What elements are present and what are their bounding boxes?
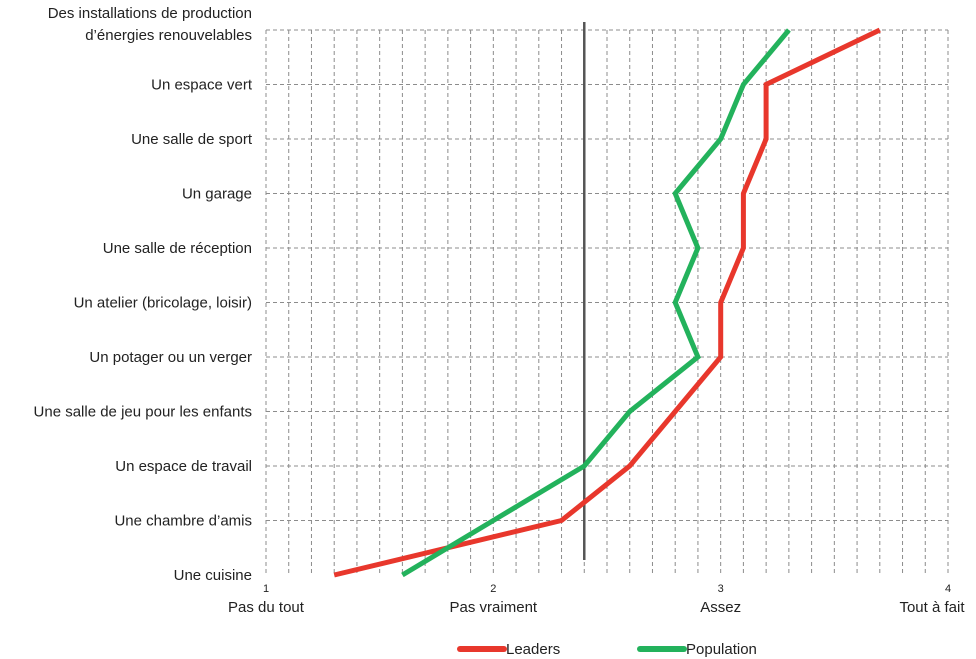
tick-label-number: 4: [945, 583, 951, 595]
x-axis-ticks: 1 Pas du tout 2 Pas vraiment 3 Assez 4 Tout à f…: [228, 583, 965, 616]
category-label: Un potager ou un verger: [89, 349, 252, 366]
category-label: Un garage: [182, 186, 252, 203]
tick-label-number: 1: [263, 583, 269, 595]
category-label: Une salle de réception: [103, 240, 252, 257]
category-label: Une salle de jeu pour les enfants: [34, 404, 252, 421]
grid: [265, 29, 949, 575]
tick-label-number: 3: [718, 583, 724, 595]
tick-label-text: Tout à fait: [899, 599, 965, 616]
category-label: Un espace vert: [151, 77, 253, 94]
series-lines: [333, 27, 881, 578]
tick-label-number: 2: [490, 583, 496, 595]
category-label: d’énergies renouvelables: [85, 27, 252, 44]
legend-label-population: Population: [686, 641, 757, 658]
category-label: Une cuisine: [174, 567, 252, 584]
series-line-leaders: [333, 27, 881, 578]
category-labels: Des installations de production d’énergie…: [34, 5, 253, 584]
category-label: Un atelier (bricolage, loisir): [74, 295, 252, 312]
category-label: Une salle de sport: [131, 131, 253, 148]
series-line-population: [401, 28, 791, 578]
tick-label-text: Pas vraiment: [450, 599, 538, 616]
category-label: Une chambre d’amis: [114, 513, 252, 530]
category-label: Un espace de travail: [115, 458, 252, 475]
tick-label-text: Pas du tout: [228, 599, 305, 616]
legend: Leaders Population: [457, 641, 757, 658]
legend-label-leaders: Leaders: [506, 641, 560, 658]
category-label: Des installations de production: [48, 5, 252, 22]
tick-label-text: Assez: [700, 599, 741, 616]
